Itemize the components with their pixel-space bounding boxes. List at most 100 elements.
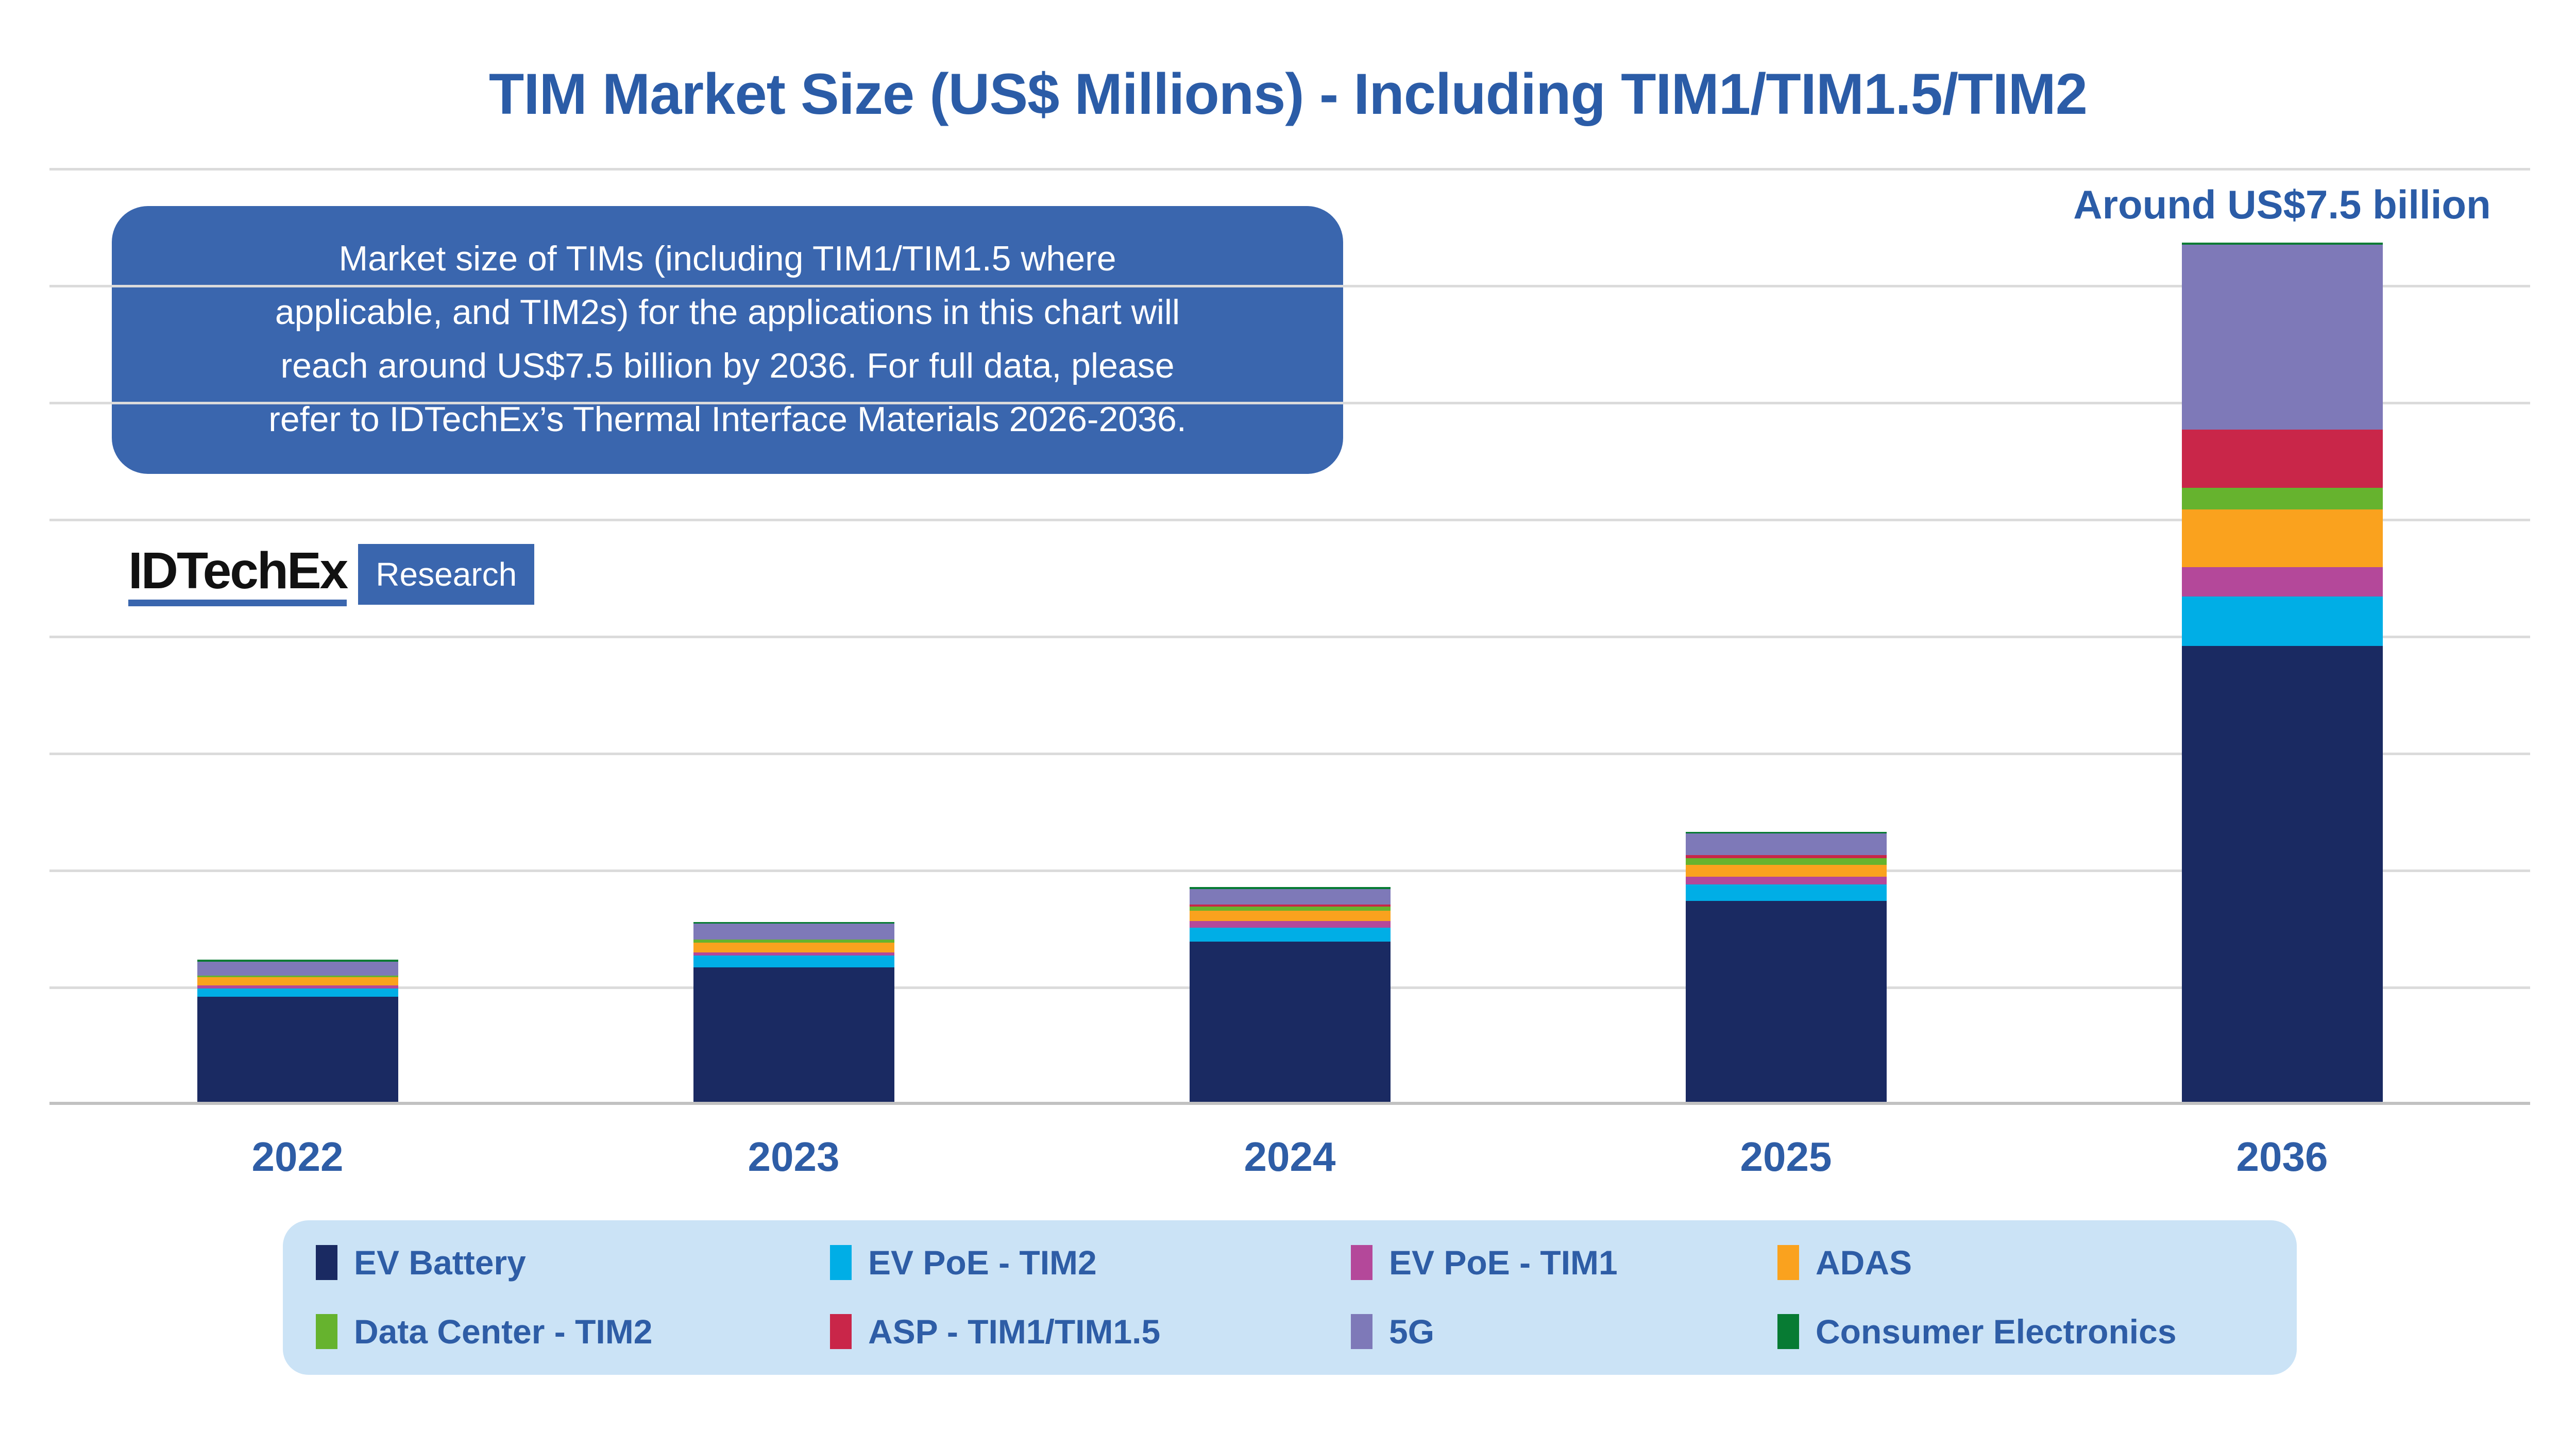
segment-ev-poe-tim1-2022 (197, 985, 398, 988)
legend-item-5g: 5G (1351, 1312, 1434, 1351)
bar-slot-2025 (1538, 169, 2034, 1105)
legend-item-asp-tim1-tim1-5: ASP - TIM1/TIM1.5 (830, 1312, 1160, 1351)
legend-label-5g: 5G (1389, 1312, 1435, 1351)
segment-ev-poe-tim1-2036 (2181, 567, 2383, 597)
stacked-bar-2025 (1685, 831, 1887, 1102)
segment-5g-2023 (693, 923, 894, 940)
segment-data-center-tim2-2036 (2181, 488, 2383, 510)
x-tick-label-2023: 2023 (748, 1134, 840, 1180)
annotation-line-4: refer to IDTechEx’s Thermal Interface Ma… (268, 400, 1187, 439)
annotation-line-3: reach around US$7.5 billion by 2036. For… (280, 346, 1175, 385)
segment-adas-2023 (693, 943, 894, 952)
legend-swatch-consumer-electronics (1777, 1314, 1799, 1349)
bar-slot-2023 (546, 169, 1042, 1105)
legend-swatch-ev-poe-tim2 (830, 1245, 852, 1280)
legend-swatch-data-center-tim2 (316, 1314, 337, 1349)
segment-5g-2022 (197, 961, 398, 976)
segment-ev-poe-tim2-2024 (1189, 927, 1391, 942)
segment-ev-poe-tim2-2036 (2181, 596, 2383, 646)
segment-5g-2025 (1685, 833, 1887, 856)
bar-slot-2022 (49, 169, 546, 1105)
legend-label-asp-tim1-tim1-5: ASP - TIM1/TIM1.5 (868, 1312, 1161, 1351)
gridline-6000 (49, 402, 2530, 404)
segment-ev-battery-2024 (1189, 942, 1391, 1102)
segment-ev-battery-2025 (1685, 900, 1887, 1102)
legend-item-ev-poe-tim2: EV PoE - TIM2 (830, 1243, 1097, 1282)
segment-consumer-electronics-2025 (1685, 831, 1887, 834)
segment-5g-2036 (2181, 245, 2383, 430)
segment-asp-tim1-tim1-5-2024 (1189, 904, 1391, 907)
bar-slot-2036 (2034, 169, 2530, 1105)
segment-asp-tim1-tim1-5-2036 (2181, 429, 2383, 488)
segment-ev-poe-tim1-2024 (1189, 921, 1391, 928)
gridline-4000 (49, 636, 2530, 638)
stacked-bar-2022 (197, 960, 398, 1102)
segment-consumer-electronics-2023 (693, 922, 894, 924)
segment-consumer-electronics-2024 (1189, 887, 1391, 890)
annotation-line-2: applicable, and TIM2s) for the applicati… (275, 293, 1180, 332)
logo-research-badge: Research (358, 544, 535, 605)
total-callout-label: Around US$7.5 billion (2073, 182, 2491, 227)
stacked-bar-2023 (693, 922, 894, 1102)
legend-swatch-adas (1777, 1245, 1799, 1280)
plot-area (49, 168, 2530, 1105)
segment-ev-poe-tim2-2025 (1685, 884, 1887, 901)
x-tick-label-2022: 2022 (251, 1134, 344, 1180)
idtechex-wordmark: IDTechEx (128, 542, 348, 606)
stacked-bar-2036 (2181, 242, 2383, 1102)
gridline-8000 (49, 168, 2530, 171)
legend-item-data-center-tim2: Data Center - TIM2 (316, 1312, 652, 1351)
gridline-2000 (49, 870, 2530, 872)
logo-brand-text: IDTechEx (128, 542, 348, 600)
legend-label-data-center-tim2: Data Center - TIM2 (354, 1312, 653, 1351)
legend-label-ev-poe-tim1: EV PoE - TIM1 (1389, 1243, 1618, 1282)
annotation-text: Market size of TIMs (including TIM1/TIM1… (112, 232, 1343, 446)
logo-underline (128, 600, 347, 606)
legend-item-adas: ADAS (1777, 1243, 1912, 1282)
annotation-box: Market size of TIMs (including TIM1/TIM1… (112, 206, 1343, 474)
gridline-3000 (49, 753, 2530, 755)
segment-adas-2025 (1685, 865, 1887, 877)
x-tick-label-2036: 2036 (2236, 1134, 2328, 1180)
segment-consumer-electronics-2036 (2181, 242, 2383, 245)
segment-consumer-electronics-2022 (197, 960, 398, 962)
segment-ev-battery-2023 (693, 967, 894, 1102)
segment-data-center-tim2-2023 (693, 939, 894, 943)
segment-data-center-tim2-2025 (1685, 858, 1887, 865)
segment-5g-2024 (1189, 889, 1391, 905)
segment-ev-poe-tim1-2023 (693, 952, 894, 956)
legend-label-ev-battery: EV Battery (354, 1243, 526, 1282)
annotation-line-1: Market size of TIMs (including TIM1/TIM1… (338, 239, 1116, 278)
segment-ev-battery-2036 (2181, 645, 2383, 1102)
gridline-5000 (49, 519, 2530, 521)
stacked-bar-2024 (1189, 887, 1391, 1102)
chart-title: TIM Market Size (US$ Millions) - Includi… (488, 62, 2088, 126)
segment-ev-poe-tim1-2025 (1685, 877, 1887, 884)
segment-data-center-tim2-2022 (197, 975, 398, 978)
segment-ev-poe-tim2-2023 (693, 956, 894, 967)
legend-swatch-ev-poe-tim1 (1351, 1245, 1372, 1280)
legend-swatch-ev-battery (316, 1245, 337, 1280)
segment-ev-poe-tim2-2022 (197, 988, 398, 997)
idtechex-logo: IDTechEx Research (128, 542, 535, 606)
gridline-7000 (49, 285, 2530, 287)
legend-swatch-asp-tim1-tim1-5 (830, 1314, 852, 1349)
legend-swatch-5g (1351, 1314, 1372, 1349)
x-tick-label-2025: 2025 (1740, 1134, 1832, 1180)
segment-data-center-tim2-2024 (1189, 907, 1391, 911)
legend-label-consumer-electronics: Consumer Electronics (1816, 1312, 2177, 1351)
bar-slot-2024 (1042, 169, 1538, 1105)
legend-item-consumer-electronics: Consumer Electronics (1777, 1312, 2177, 1351)
segment-adas-2036 (2181, 509, 2383, 567)
segment-ev-battery-2022 (197, 996, 398, 1102)
x-axis-line (49, 1102, 2530, 1105)
x-axis-labels: 2022 2023 2024 2025 2036 (49, 1133, 2530, 1200)
segment-adas-2022 (197, 977, 398, 986)
legend-item-ev-poe-tim1: EV PoE - TIM1 (1351, 1243, 1618, 1282)
legend-label-ev-poe-tim2: EV PoE - TIM2 (868, 1243, 1097, 1282)
legend-item-ev-battery: EV Battery (316, 1243, 526, 1282)
legend: EV Battery EV PoE - TIM2 EV PoE - TIM1 ADAS… (283, 1220, 2297, 1375)
segment-adas-2024 (1189, 910, 1391, 922)
legend-label-adas: ADAS (1816, 1243, 1912, 1282)
